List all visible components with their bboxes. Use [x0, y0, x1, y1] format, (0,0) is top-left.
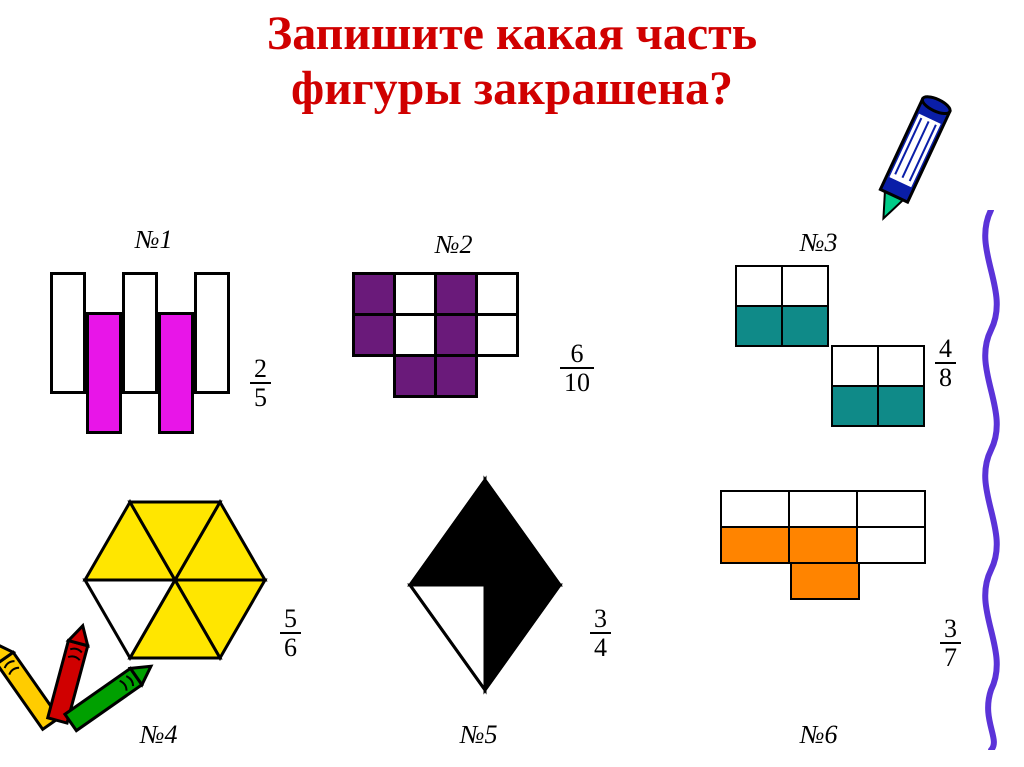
fig6-cell [790, 562, 860, 600]
fig6-cell [856, 490, 926, 528]
fig2-cell [393, 354, 437, 398]
fraction-3: 4 8 [935, 335, 956, 392]
fraction-6: 3 7 [940, 615, 961, 672]
fig2-cell [475, 272, 519, 316]
figure-6 [720, 490, 935, 670]
fig6-cell [856, 526, 926, 564]
fig2-cell [393, 313, 437, 357]
fig2-cell [434, 272, 478, 316]
crayons-icon [0, 590, 164, 760]
fig3-cell [781, 305, 829, 347]
fig2-cell [434, 354, 478, 398]
fig3-cell [877, 385, 925, 427]
fig3-cell [735, 305, 783, 347]
fraction-4: 5 6 [280, 605, 301, 662]
fig2-cell [352, 313, 396, 357]
fig6-cell [720, 490, 790, 528]
title-line1: Запишите какая часть [267, 7, 757, 60]
fig6-cell [788, 526, 858, 564]
title-line2: фигуры закрашена? [291, 62, 733, 115]
fig2-cell [434, 313, 478, 357]
fig2-cell [475, 313, 519, 357]
fig2-cell [352, 272, 396, 316]
figure-5 [400, 475, 570, 695]
figure-3 [735, 265, 930, 445]
label-2: №2 [435, 230, 473, 260]
figure-2 [352, 272, 572, 442]
label-3: №3 [800, 228, 838, 258]
fig3-cell [877, 345, 925, 387]
label-5: №5 [460, 720, 498, 750]
fig1-bar [194, 272, 230, 394]
squiggle-icon [966, 210, 1016, 750]
fig1-bar [50, 272, 86, 394]
fraction-5: 3 4 [590, 605, 611, 662]
fig3-cell [781, 265, 829, 307]
fig2-cell [393, 272, 437, 316]
fig3-cell [735, 265, 783, 307]
pen-icon [858, 80, 968, 230]
figure-1 [50, 272, 250, 442]
fraction-1: 2 5 [250, 355, 271, 412]
fig1-bar [86, 312, 122, 434]
fig6-cell [720, 526, 790, 564]
fig3-cell [831, 345, 879, 387]
fig6-cell [788, 490, 858, 528]
fig1-bar [122, 272, 158, 394]
fig1-bar [158, 312, 194, 434]
label-6: №6 [800, 720, 838, 750]
label-1: №1 [135, 225, 173, 255]
fig3-cell [831, 385, 879, 427]
